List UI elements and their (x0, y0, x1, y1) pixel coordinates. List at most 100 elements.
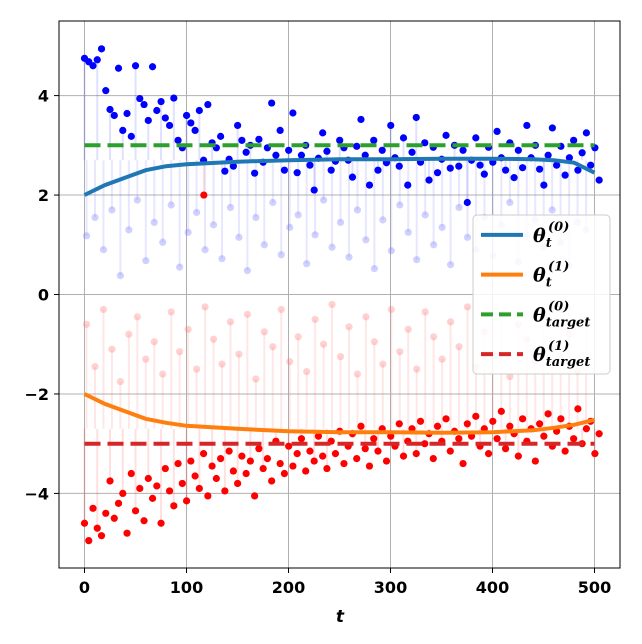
data-point (272, 151, 280, 159)
legend-label: θt (533, 225, 552, 251)
data-point (374, 447, 382, 455)
data-point (289, 462, 297, 470)
stem-lines (83, 58, 596, 529)
data-point (280, 166, 289, 174)
data-point (226, 203, 235, 212)
data-point (412, 113, 420, 122)
legend-box (472, 214, 611, 375)
data-point (157, 519, 165, 527)
data-point (501, 445, 510, 453)
legend-label-sup: (1) (548, 260, 569, 275)
data-point (276, 459, 284, 468)
data-point (438, 355, 446, 363)
data-point (268, 99, 276, 107)
data-point (297, 435, 306, 443)
data-point (353, 370, 362, 378)
data-point (311, 231, 319, 239)
data-point (459, 146, 467, 154)
data-point (204, 100, 212, 109)
data-point (153, 106, 161, 115)
data-point (489, 417, 497, 425)
data-point (293, 450, 301, 458)
data-point (582, 425, 591, 433)
data-point (463, 303, 472, 311)
data-point (408, 148, 416, 156)
data-point (108, 206, 116, 214)
data-point (131, 507, 140, 515)
x-axis-label: t (336, 607, 345, 627)
data-point (357, 115, 365, 124)
data-point (328, 300, 336, 309)
data-point (336, 353, 345, 361)
data-point (167, 308, 175, 316)
data-point (387, 121, 395, 130)
data-point (353, 206, 362, 214)
data-point (174, 136, 182, 144)
x-tick-label: 0 (79, 578, 90, 597)
legend-label: θtarget (533, 344, 590, 370)
data-point (280, 469, 289, 478)
data-point (91, 363, 99, 371)
data-point (201, 303, 209, 311)
data-point (429, 455, 437, 463)
data-point (200, 191, 208, 199)
data-point (184, 228, 192, 236)
data-point (463, 233, 472, 241)
data-point (345, 323, 353, 331)
data-point (82, 232, 91, 240)
data-point (204, 492, 212, 500)
data-point (404, 181, 412, 189)
data-point (255, 445, 263, 453)
data-point (536, 165, 544, 173)
data-point (446, 261, 455, 269)
data-point (178, 479, 186, 488)
data-point (396, 201, 404, 209)
legend-label: θtarget (533, 304, 590, 330)
y-ticks: −4 −2 0 2 4 (24, 87, 59, 503)
y-tick-label: 4 (38, 87, 49, 106)
data-point (150, 218, 158, 226)
data-point (565, 154, 573, 162)
legend-label-sup: (1) (548, 339, 569, 354)
data-point (127, 132, 135, 140)
data-point (370, 136, 378, 144)
data-point (161, 114, 169, 122)
data-point (455, 203, 463, 212)
data-point (294, 211, 302, 219)
data-point (252, 213, 260, 222)
x-tick-label: 100 (170, 578, 203, 597)
data-point (319, 340, 328, 348)
data-point (184, 325, 192, 333)
data-point (421, 308, 429, 316)
data-point (430, 241, 438, 249)
data-point (510, 174, 518, 182)
data-point (195, 106, 203, 115)
data-point (319, 452, 327, 460)
data-point (260, 241, 268, 249)
data-point (127, 469, 135, 478)
data-point (314, 432, 323, 440)
data-point (548, 206, 556, 214)
data-point (165, 487, 174, 495)
data-point (144, 116, 152, 125)
data-point (348, 173, 357, 181)
data-point (480, 170, 488, 178)
data-point (93, 524, 101, 532)
data-point (148, 494, 157, 502)
data-point (218, 255, 226, 263)
data-point (201, 246, 209, 254)
data-point (353, 455, 361, 463)
data-point (323, 464, 331, 473)
data-point (514, 452, 522, 460)
data-point (153, 482, 161, 490)
data-point (374, 166, 382, 174)
data-point (540, 432, 548, 440)
data-point (430, 333, 438, 341)
data-point (306, 161, 314, 169)
data-point (455, 343, 463, 351)
data-point (108, 345, 116, 353)
data-point (362, 313, 370, 321)
data-point (501, 166, 510, 174)
data-point (506, 198, 514, 207)
series-lines (83, 143, 596, 446)
